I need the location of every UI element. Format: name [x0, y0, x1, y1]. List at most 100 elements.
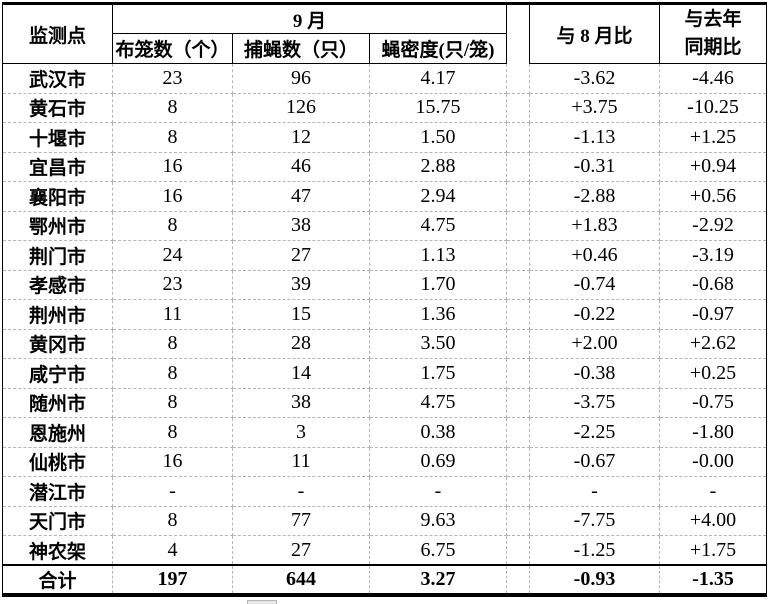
header-cage-count: 布笼数（个）	[112, 33, 233, 64]
total-cage-count: 197	[112, 564, 233, 595]
cell-vs-last-year: -	[659, 476, 767, 507]
table-row: 鄂州市 8 38 4.75 +1.83 -2.92	[2, 211, 767, 241]
cell-site: 黄石市	[2, 93, 113, 123]
cell-vs-last-year: -3.19	[659, 240, 767, 271]
header-september-group: 9 月	[112, 3, 507, 34]
cell-vs-last-year: -0.97	[659, 299, 767, 330]
cell-fly-count: 38	[232, 388, 370, 418]
cell-fly-density: 15.75	[369, 93, 507, 123]
cell-vs-last-year: +0.56	[659, 181, 767, 212]
cell-spacer	[506, 388, 530, 418]
cell-site: 宜昌市	[2, 152, 113, 182]
cell-vs-august: +0.46	[529, 240, 660, 271]
table-row: 襄阳市 16 47 2.94 -2.88 +0.56	[2, 181, 767, 212]
cell-fly-count: 27	[232, 535, 370, 566]
table-row: 神农架 4 27 6.75 -1.25 +1.75	[2, 535, 767, 566]
cell-site: 随州市	[2, 388, 113, 418]
table-row: 潜江市 - - - - -	[2, 476, 767, 507]
cell-spacer	[506, 270, 530, 300]
cell-fly-count: 96	[232, 63, 370, 94]
cell-cage-count: 23	[112, 63, 233, 94]
cell-vs-august: +1.83	[529, 211, 660, 241]
cell-spacer	[506, 299, 530, 330]
cell-fly-density: 1.70	[369, 270, 507, 300]
cell-fly-count: 28	[232, 329, 370, 359]
cell-fly-density: 9.63	[369, 506, 507, 536]
cell-site: 咸宁市	[2, 358, 113, 389]
cell-vs-last-year: -0.68	[659, 270, 767, 300]
cell-cage-count: 24	[112, 240, 233, 271]
cell-fly-density: 3.50	[369, 329, 507, 359]
table-row: 仙桃市 16 11 0.69 -0.67 -0.00	[2, 447, 767, 477]
cell-fly-count: 126	[232, 93, 370, 123]
cell-vs-last-year: +1.25	[659, 122, 767, 153]
cell-site: 孝感市	[2, 270, 113, 300]
total-label: 合计	[2, 564, 113, 595]
cell-spacer	[506, 181, 530, 212]
cell-vs-august: +2.00	[529, 329, 660, 359]
cell-fly-count: -	[232, 476, 370, 507]
scrollbar-artifact	[247, 600, 277, 604]
cell-fly-count: 38	[232, 211, 370, 241]
total-vs-last-year: -1.35	[659, 564, 767, 595]
cell-cage-count: 8	[112, 358, 233, 389]
cell-cage-count: 23	[112, 270, 233, 300]
monitoring-table: 监测点 9 月 与 8 月比 与去年 同期比 布笼数（个） 捕蝇数（只） 蝇密度…	[2, 2, 767, 597]
cell-fly-density: 1.13	[369, 240, 507, 271]
cell-vs-august: -0.38	[529, 358, 660, 389]
cell-fly-density: 2.94	[369, 181, 507, 212]
cell-fly-count: 47	[232, 181, 370, 212]
table-body: 武汉市 23 96 4.17 -3.62 -4.46 黄石市 8 126 15.…	[2, 63, 767, 566]
table-row: 荆门市 24 27 1.13 +0.46 -3.19	[2, 240, 767, 271]
cell-cage-count: 16	[112, 181, 233, 212]
table-row: 宜昌市 16 46 2.88 -0.31 +0.94	[2, 152, 767, 182]
table-row: 天门市 8 77 9.63 -7.75 +4.00	[2, 506, 767, 536]
cell-vs-august: -2.25	[529, 417, 660, 448]
cell-cage-count: 8	[112, 122, 233, 153]
cell-fly-density: 4.17	[369, 63, 507, 94]
cell-spacer	[506, 93, 530, 123]
cell-vs-last-year: -2.92	[659, 211, 767, 241]
cell-fly-count: 39	[232, 270, 370, 300]
header-fly-density: 蝇密度(只/笼)	[369, 33, 507, 64]
header-vs-august: 与 8 月比	[529, 3, 660, 64]
header-vs-last-year-line1: 与去年	[684, 9, 742, 31]
table-row: 十堰市 8 12 1.50 -1.13 +1.25	[2, 122, 767, 153]
cell-site: 黄冈市	[2, 329, 113, 359]
cell-vs-august: -7.75	[529, 506, 660, 536]
cell-site: 荆州市	[2, 299, 113, 330]
table-head: 监测点 9 月 与 8 月比 与去年 同期比 布笼数（个） 捕蝇数（只） 蝇密度…	[2, 3, 767, 64]
cell-spacer	[506, 240, 530, 271]
cell-site: 十堰市	[2, 122, 113, 153]
cell-spacer	[506, 122, 530, 153]
cell-spacer	[506, 417, 530, 448]
cell-spacer	[506, 447, 530, 477]
cell-cage-count: 8	[112, 506, 233, 536]
cell-vs-last-year: +1.75	[659, 535, 767, 566]
cell-fly-density: 2.88	[369, 152, 507, 182]
cell-spacer	[506, 476, 530, 507]
cell-site: 天门市	[2, 506, 113, 536]
cell-fly-density: -	[369, 476, 507, 507]
cell-fly-density: 1.50	[369, 122, 507, 153]
cell-fly-density: 0.38	[369, 417, 507, 448]
cell-vs-august: -0.22	[529, 299, 660, 330]
cell-cage-count: 8	[112, 93, 233, 123]
cell-vs-last-year: -0.00	[659, 447, 767, 477]
table-row: 孝感市 23 39 1.70 -0.74 -0.68	[2, 270, 767, 300]
table-row: 黄石市 8 126 15.75 +3.75 -10.25	[2, 93, 767, 123]
header-fly-count: 捕蝇数（只）	[232, 33, 370, 64]
table-row: 黄冈市 8 28 3.50 +2.00 +2.62	[2, 329, 767, 359]
cell-vs-last-year: -1.80	[659, 417, 767, 448]
cell-vs-last-year: +0.94	[659, 152, 767, 182]
cell-site: 仙桃市	[2, 447, 113, 477]
cell-fly-count: 14	[232, 358, 370, 389]
header-vs-last-year: 与去年 同期比	[659, 3, 767, 64]
cell-cage-count: 16	[112, 447, 233, 477]
table-row: 咸宁市 8 14 1.75 -0.38 +0.25	[2, 358, 767, 389]
cell-cage-count: 8	[112, 211, 233, 241]
header-monitoring-point: 监测点	[2, 3, 113, 64]
cell-vs-august: -0.31	[529, 152, 660, 182]
cell-cage-count: 8	[112, 417, 233, 448]
